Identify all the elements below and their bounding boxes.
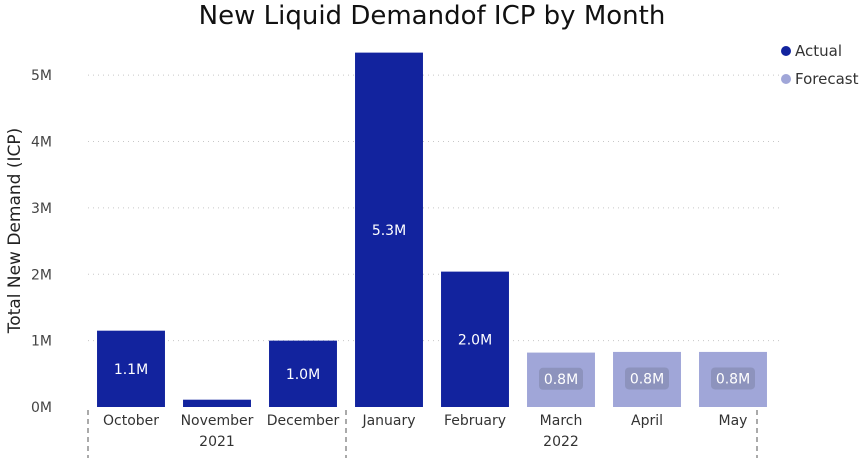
bar-actual-january (355, 52, 423, 407)
x-tick-label: April (631, 413, 663, 429)
y-axis-label: Total New Demand (ICP) (5, 128, 25, 335)
data-label-december: 1.0M (286, 367, 320, 383)
data-label-may: 0.8M (716, 371, 750, 387)
y-tick-label: 0M (31, 400, 52, 416)
data-label-march: 0.8M (544, 372, 578, 388)
data-label-april: 0.8M (630, 371, 664, 387)
y-tick-label: 2M (31, 267, 52, 283)
legend-marker-forecast (781, 74, 791, 84)
legend-marker-actual (781, 46, 791, 56)
bar-actual-february (441, 271, 509, 407)
x-tick-label: January (361, 413, 415, 429)
data-label-background (625, 367, 669, 390)
bar-actual-november (183, 399, 251, 407)
bar-actual-october (97, 330, 165, 407)
x-tick-label: October (103, 413, 159, 429)
data-label-background (539, 367, 583, 390)
legend-label-actual: Actual (795, 42, 842, 60)
y-tick-label: 3M (31, 201, 52, 217)
data-label-january: 5.3M (372, 223, 406, 239)
x-group-label: 2021 (199, 434, 235, 450)
y-tick-label: 1M (31, 334, 52, 350)
y-tick-label: 5M (31, 68, 52, 84)
data-label-background (711, 367, 755, 390)
data-label-october: 1.1M (114, 362, 148, 378)
data-label-february: 2.0M (458, 332, 492, 348)
x-group-label: 2022 (543, 434, 579, 450)
chart-title: New Liquid Demandof ICP by Month (198, 1, 666, 31)
x-tick-label: March (540, 413, 583, 429)
x-tick-label: February (444, 413, 506, 429)
x-tick-label: May (719, 413, 748, 429)
legend-label-forecast: Forecast (795, 70, 859, 88)
y-tick-label: 4M (31, 135, 52, 151)
legend-item-forecast[interactable]: Forecast (781, 70, 858, 88)
x-tick-label: November (181, 413, 254, 429)
bar-actual-december (269, 340, 337, 407)
legend-item-actual[interactable]: Actual (781, 42, 842, 60)
x-tick-label: December (267, 413, 340, 429)
